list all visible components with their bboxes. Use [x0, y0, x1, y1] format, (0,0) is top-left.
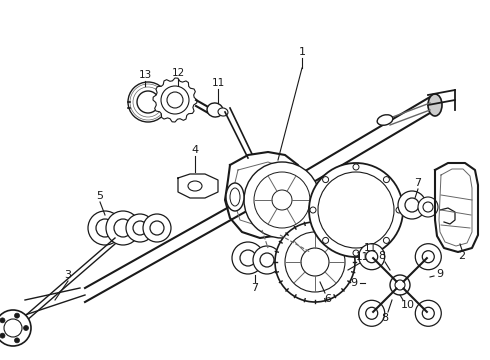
Circle shape [143, 214, 171, 242]
Circle shape [353, 164, 359, 170]
Circle shape [106, 211, 140, 245]
Circle shape [254, 172, 310, 228]
Circle shape [126, 214, 154, 242]
Circle shape [24, 325, 28, 330]
Circle shape [366, 307, 378, 319]
Ellipse shape [377, 115, 393, 125]
Circle shape [285, 232, 345, 292]
Circle shape [150, 221, 164, 235]
Circle shape [383, 177, 390, 183]
Circle shape [390, 275, 410, 295]
Circle shape [359, 244, 385, 270]
Text: 11: 11 [211, 78, 224, 88]
Text: 9: 9 [350, 278, 358, 288]
Circle shape [0, 333, 5, 338]
Circle shape [418, 197, 438, 217]
Circle shape [309, 163, 403, 257]
Text: 7: 7 [415, 178, 421, 188]
Circle shape [0, 310, 31, 346]
Ellipse shape [207, 103, 223, 117]
Circle shape [272, 190, 292, 210]
Circle shape [4, 319, 22, 337]
Circle shape [405, 198, 419, 212]
Circle shape [322, 177, 329, 183]
Circle shape [318, 172, 394, 248]
Text: 6: 6 [324, 294, 332, 304]
Circle shape [133, 221, 147, 235]
Text: 11: 11 [364, 243, 377, 253]
Circle shape [167, 92, 183, 108]
Circle shape [88, 211, 122, 245]
Circle shape [353, 250, 359, 256]
Text: 11: 11 [355, 252, 368, 262]
Ellipse shape [230, 188, 240, 206]
Text: 5: 5 [97, 191, 103, 201]
Circle shape [366, 251, 378, 263]
Circle shape [395, 280, 405, 290]
Circle shape [15, 338, 20, 343]
Circle shape [398, 191, 426, 219]
Text: 2: 2 [459, 251, 466, 261]
Circle shape [96, 219, 114, 237]
Circle shape [114, 219, 132, 237]
Circle shape [161, 86, 189, 114]
Text: 10: 10 [401, 300, 415, 310]
Text: 8: 8 [381, 313, 389, 323]
Text: 9: 9 [437, 269, 443, 279]
Text: 8: 8 [378, 251, 386, 261]
Circle shape [423, 202, 433, 212]
Circle shape [260, 253, 274, 267]
Circle shape [232, 242, 264, 274]
Ellipse shape [226, 183, 244, 211]
Text: 1: 1 [298, 47, 305, 57]
Circle shape [416, 244, 441, 270]
Text: 3: 3 [65, 270, 72, 280]
Circle shape [422, 251, 434, 263]
Ellipse shape [428, 94, 442, 116]
Circle shape [137, 91, 159, 113]
Circle shape [359, 300, 385, 326]
Circle shape [240, 250, 256, 266]
Text: 7: 7 [251, 283, 259, 293]
Circle shape [416, 300, 441, 326]
Circle shape [383, 237, 390, 243]
Text: 12: 12 [172, 68, 185, 78]
Circle shape [322, 237, 329, 243]
Circle shape [0, 318, 5, 323]
Circle shape [275, 222, 355, 302]
Circle shape [396, 207, 402, 213]
Text: 13: 13 [138, 70, 151, 80]
Text: 4: 4 [192, 145, 198, 155]
Ellipse shape [218, 108, 228, 116]
Circle shape [15, 313, 20, 318]
Ellipse shape [188, 181, 202, 191]
Polygon shape [153, 78, 197, 122]
Circle shape [164, 89, 186, 111]
Circle shape [422, 307, 434, 319]
Circle shape [128, 82, 168, 122]
Circle shape [310, 207, 316, 213]
Circle shape [253, 246, 281, 274]
Circle shape [244, 162, 320, 238]
Circle shape [301, 248, 329, 276]
